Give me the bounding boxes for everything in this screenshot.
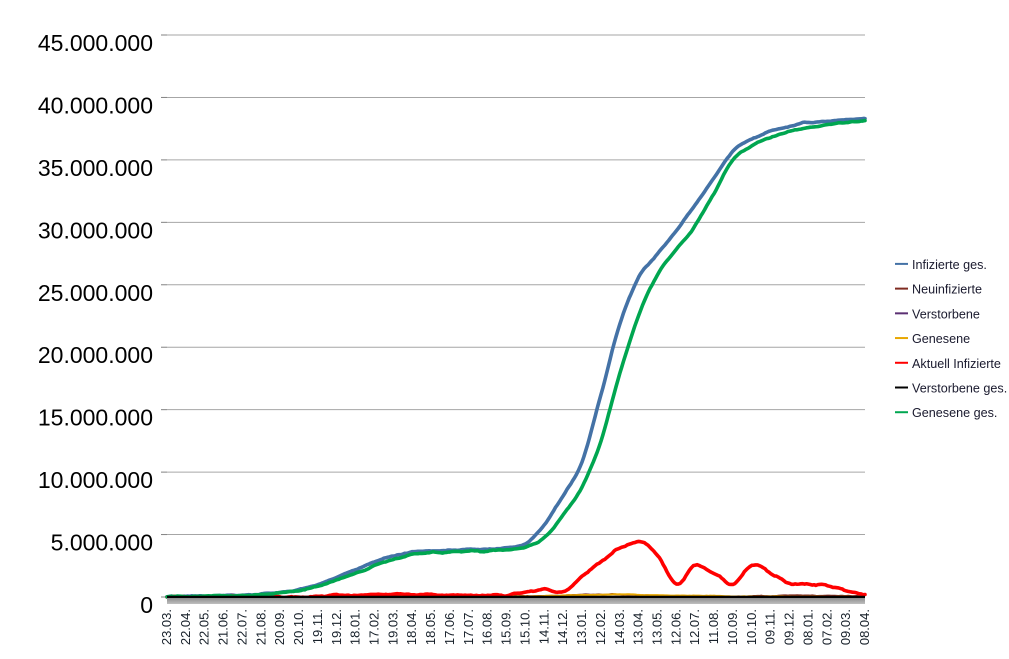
svg-text:21.08.: 21.08. — [253, 609, 268, 645]
svg-text:20.09.: 20.09. — [272, 609, 287, 645]
svg-text:18.05.: 18.05. — [423, 609, 438, 645]
svg-text:18.04.: 18.04. — [404, 609, 419, 645]
svg-text:12.07.: 12.07. — [687, 609, 702, 645]
svg-text:22.05.: 22.05. — [197, 609, 212, 645]
svg-text:16.08.: 16.08. — [480, 609, 495, 645]
svg-text:09.11.: 09.11. — [763, 609, 778, 644]
svg-text:19.12.: 19.12. — [329, 609, 344, 645]
svg-text:Neuinfizierte: Neuinfizierte — [912, 283, 982, 297]
svg-text:10.000.000: 10.000.000 — [38, 467, 153, 493]
svg-text:11.08.: 11.08. — [706, 609, 721, 644]
svg-text:15.09.: 15.09. — [499, 609, 514, 645]
svg-text:13.04.: 13.04. — [631, 609, 646, 645]
svg-text:Verstorbene: Verstorbene — [912, 307, 980, 321]
svg-text:13.01.: 13.01. — [574, 609, 589, 645]
svg-text:12.02.: 12.02. — [593, 609, 608, 645]
svg-text:22.04.: 22.04. — [178, 609, 193, 645]
svg-text:08.01.: 08.01. — [800, 609, 815, 645]
svg-text:22.07.: 22.07. — [234, 609, 249, 645]
svg-text:17.06.: 17.06. — [442, 609, 457, 645]
svg-text:30.000.000: 30.000.000 — [38, 217, 153, 243]
svg-text:Aktuell Infizierte: Aktuell Infizierte — [912, 357, 1001, 371]
svg-text:5.000.000: 5.000.000 — [51, 530, 153, 556]
svg-text:15.10.: 15.10. — [517, 609, 532, 645]
svg-text:23.03.: 23.03. — [159, 609, 174, 645]
svg-text:10.10.: 10.10. — [744, 609, 759, 645]
svg-text:17.07.: 17.07. — [461, 609, 476, 645]
svg-text:Infizierte ges.: Infizierte ges. — [912, 258, 987, 272]
svg-text:17.02.: 17.02. — [367, 609, 382, 645]
svg-text:15.000.000: 15.000.000 — [38, 405, 153, 431]
svg-text:09.12.: 09.12. — [782, 609, 797, 645]
svg-text:14.03.: 14.03. — [612, 609, 627, 645]
svg-text:14.11.: 14.11. — [536, 609, 551, 644]
svg-text:0: 0 — [140, 592, 153, 618]
svg-text:12.06.: 12.06. — [668, 609, 683, 645]
svg-text:10.09.: 10.09. — [725, 609, 740, 645]
svg-text:08.04.: 08.04. — [857, 609, 872, 645]
svg-text:21.06.: 21.06. — [216, 609, 231, 645]
svg-text:Verstorbene ges.: Verstorbene ges. — [912, 382, 1007, 396]
svg-text:07.02.: 07.02. — [819, 609, 834, 645]
svg-text:13.05.: 13.05. — [649, 609, 664, 645]
svg-text:09.03.: 09.03. — [838, 609, 853, 645]
svg-text:19.11.: 19.11. — [310, 609, 325, 644]
svg-text:19.03.: 19.03. — [385, 609, 400, 645]
svg-text:18.01.: 18.01. — [348, 609, 363, 645]
svg-text:20.10.: 20.10. — [291, 609, 306, 645]
svg-text:45.000.000: 45.000.000 — [38, 30, 153, 56]
svg-text:Genesene ges.: Genesene ges. — [912, 406, 997, 420]
svg-text:35.000.000: 35.000.000 — [38, 155, 153, 181]
svg-text:25.000.000: 25.000.000 — [38, 280, 153, 306]
svg-text:Genesene: Genesene — [912, 332, 970, 346]
svg-text:14.12.: 14.12. — [555, 609, 570, 645]
svg-text:20.000.000: 20.000.000 — [38, 342, 153, 368]
svg-text:40.000.000: 40.000.000 — [38, 92, 153, 118]
